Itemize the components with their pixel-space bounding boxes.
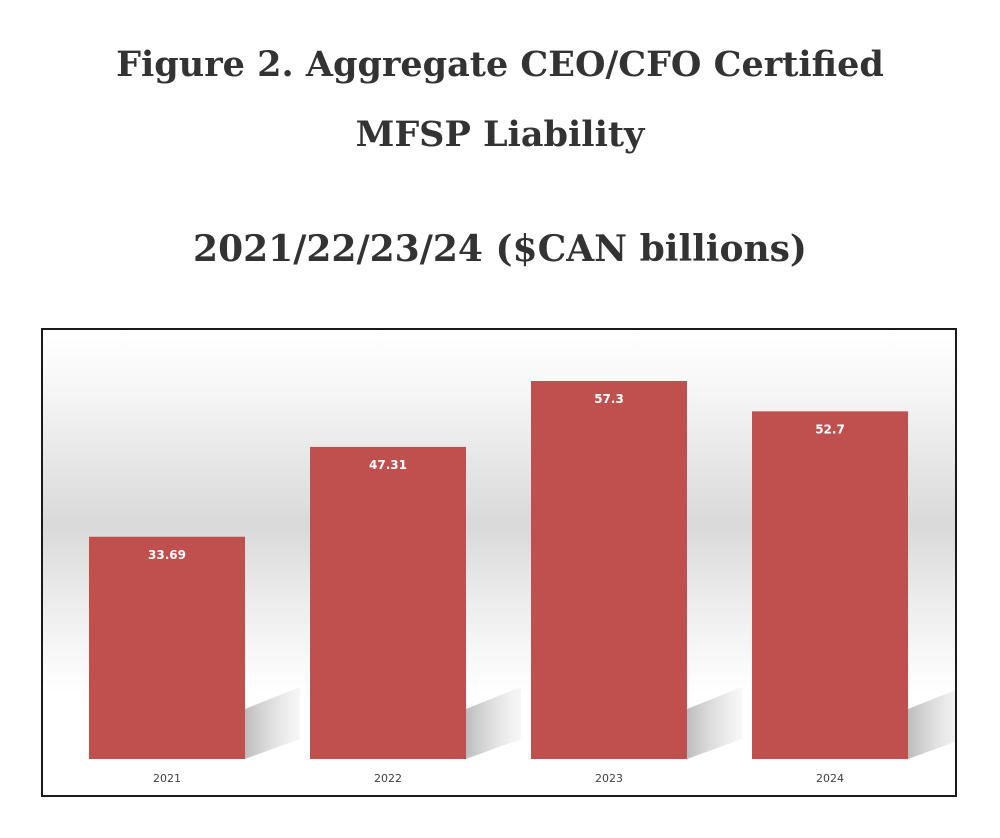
chart-subtitle: 2021/22/23/24 ($CAN billions) <box>193 228 807 270</box>
bar-2024 <box>752 411 908 759</box>
chart-frame: 33.69 47.31 57.3 52.7 2021 2022 2023 2024 <box>41 328 957 797</box>
chart-title-line-1: Figure 2. Aggregate CEO/CFO Certified <box>116 44 884 85</box>
bar-2021 <box>89 536 245 759</box>
x-tick-label-2022: 2022 <box>374 772 402 785</box>
data-label-2023: 57.3 <box>594 392 624 406</box>
x-tick-label-2024: 2024 <box>816 772 844 785</box>
data-label-2021: 33.69 <box>148 548 186 562</box>
bar-shadow <box>466 687 521 759</box>
bar-shadow <box>908 690 955 759</box>
bar-chart: 33.69 47.31 57.3 52.7 2021 2022 2023 2024 <box>43 330 955 795</box>
bar-2023 <box>531 381 687 759</box>
bar-shadow <box>245 687 300 759</box>
bar-2022 <box>310 446 466 759</box>
x-tick-label-2023: 2023 <box>595 772 623 785</box>
data-label-2022: 47.31 <box>369 458 407 472</box>
chart-title-line-2: MFSP Liability <box>355 114 645 155</box>
data-label-2024: 52.7 <box>815 422 845 436</box>
bar-shadow <box>687 687 742 759</box>
x-tick-label-2021: 2021 <box>153 772 181 785</box>
